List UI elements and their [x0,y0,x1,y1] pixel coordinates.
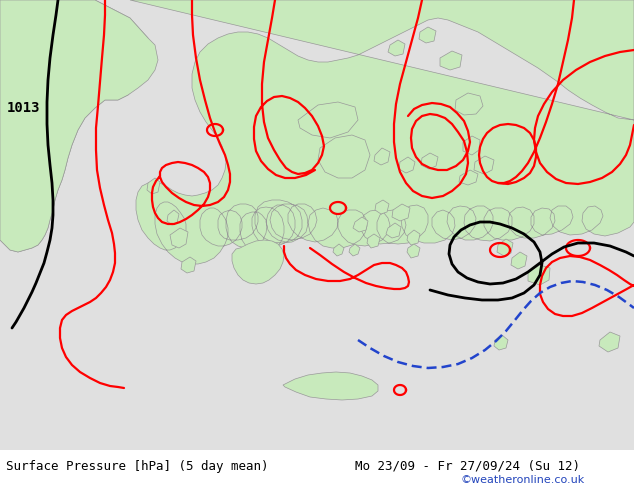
Polygon shape [497,239,513,256]
Polygon shape [181,257,196,273]
Polygon shape [167,210,179,225]
Polygon shape [440,51,462,70]
Bar [0,450,634,490]
Polygon shape [375,200,389,214]
Polygon shape [388,40,405,56]
Polygon shape [232,240,284,284]
Polygon shape [147,178,160,194]
Polygon shape [318,135,370,178]
Polygon shape [399,157,415,173]
Polygon shape [333,244,344,256]
Polygon shape [494,335,508,350]
Polygon shape [407,244,420,258]
Polygon shape [367,234,380,248]
Polygon shape [463,136,480,155]
Polygon shape [599,332,620,352]
Polygon shape [0,0,158,252]
Polygon shape [528,265,550,285]
Polygon shape [130,0,634,264]
Polygon shape [349,244,360,256]
Polygon shape [474,156,494,174]
Text: Mo 23/09 - Fr 27/09/24 (Su 12): Mo 23/09 - Fr 27/09/24 (Su 12) [355,460,580,472]
Polygon shape [374,148,390,165]
Polygon shape [459,170,478,185]
Polygon shape [407,230,420,245]
Polygon shape [455,93,483,115]
Polygon shape [421,153,438,169]
Polygon shape [386,223,401,238]
Polygon shape [298,102,358,138]
Polygon shape [353,217,368,232]
Polygon shape [511,252,527,269]
Polygon shape [0,0,148,252]
Text: 1013: 1013 [7,101,41,115]
Text: Surface Pressure [hPa] (5 day mean): Surface Pressure [hPa] (5 day mean) [6,460,269,472]
Text: ©weatheronline.co.uk: ©weatheronline.co.uk [460,475,585,485]
Polygon shape [170,228,188,248]
Polygon shape [283,372,378,400]
Polygon shape [392,204,410,221]
Polygon shape [419,27,436,43]
